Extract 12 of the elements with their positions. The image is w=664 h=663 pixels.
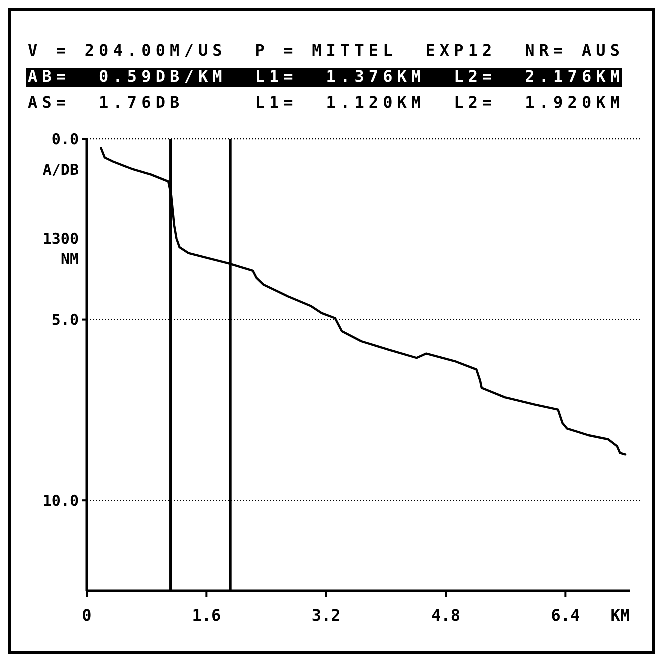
x-tick-label: 0 — [82, 606, 92, 625]
x-tick-label: 1.6 — [192, 606, 222, 625]
chart-title: V = 204.00M/US P = MITTEL EXP12 NR= AUS — [28, 41, 620, 60]
text: AS= 1.76DB L1= 1.120KM L2= 1.920KM — [28, 93, 620, 112]
text: A/DB 1300 NM — [42, 161, 79, 268]
x-tick-label: 6.4 — [551, 606, 580, 625]
x-axis-title: KM — [610, 606, 630, 625]
y-tick-label: 0.0 — [52, 130, 79, 148]
x-tick-label: 4.8 — [432, 606, 460, 625]
y-tick-label: 10.0 — [42, 492, 79, 510]
x-tick-label: 3.2 — [312, 606, 341, 625]
y-tick-label: 5.0 — [52, 311, 79, 330]
